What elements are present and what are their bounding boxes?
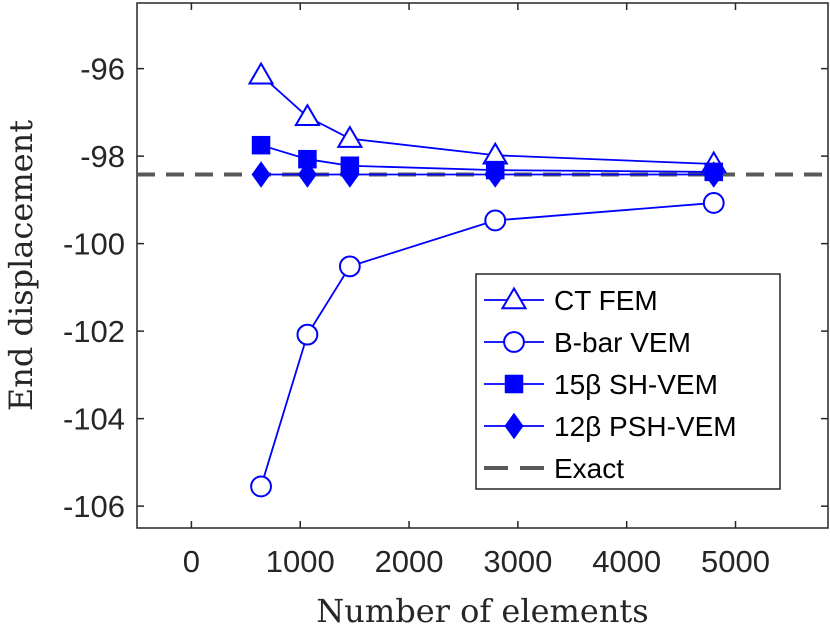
- x-tick-label: 1000: [266, 544, 335, 579]
- x-tick-label: 5000: [701, 544, 770, 579]
- data-point-triangle: [336, 125, 364, 148]
- legend-label: B-bar VEM: [554, 327, 691, 358]
- y-tick-label: -96: [80, 52, 125, 87]
- y-tick-label: -106: [63, 489, 125, 524]
- data-point-diamond: [485, 161, 505, 188]
- data-point-diamond: [297, 161, 317, 188]
- x-tick-label: 4000: [592, 544, 661, 579]
- data-point-circle: [702, 192, 725, 214]
- y-tick-label: -104: [63, 402, 125, 437]
- x-tick-label: 3000: [483, 544, 552, 579]
- x-axis-label: Number of elements: [316, 592, 648, 627]
- legend-label: CT FEM: [554, 285, 658, 316]
- legend-label: 15β SH-VEM: [554, 369, 718, 400]
- series-line: [260, 74, 714, 165]
- data-point-diamond: [340, 161, 360, 188]
- data-point-diamond: [251, 161, 271, 188]
- x-tick-label: 0: [183, 544, 200, 579]
- series-diamond: [251, 161, 724, 188]
- axes-box: [136, 2, 829, 529]
- data-point-triangle: [294, 103, 321, 126]
- y-tick-label: -102: [63, 314, 125, 349]
- y-tick-label: -98: [80, 139, 125, 174]
- y-axis-label: End displacement: [2, 120, 40, 411]
- data-point-square: [251, 135, 271, 155]
- legend-entry: 15β SH-VEM: [484, 369, 718, 400]
- y-tick-label: -100: [63, 227, 125, 262]
- data-point-circle: [484, 209, 507, 232]
- legend-marker-circle: [503, 331, 525, 353]
- legend-marker-diamond: [504, 412, 524, 440]
- legend-entry: CT FEM: [484, 285, 658, 316]
- legend-entry: 12β PSH-VEM: [484, 411, 737, 442]
- x-tick-label: 2000: [375, 544, 444, 579]
- data-point-circle: [250, 475, 272, 498]
- series-triangle: [247, 61, 728, 174]
- legend-entry: B-bar VEM: [484, 327, 691, 358]
- legend-box: [475, 273, 781, 490]
- data-point-triangle: [247, 61, 275, 85]
- data-point-diamond: [704, 161, 724, 188]
- legend-marker-triangle: [500, 286, 528, 310]
- legend-marker-square: [504, 374, 524, 394]
- data-point-circle: [296, 323, 319, 346]
- legend-entry: Exact: [484, 453, 624, 484]
- legend-label: Exact: [554, 453, 624, 484]
- series-circle: [250, 192, 725, 498]
- data-point-circle: [338, 255, 361, 278]
- legend-label: 12β PSH-VEM: [554, 411, 737, 442]
